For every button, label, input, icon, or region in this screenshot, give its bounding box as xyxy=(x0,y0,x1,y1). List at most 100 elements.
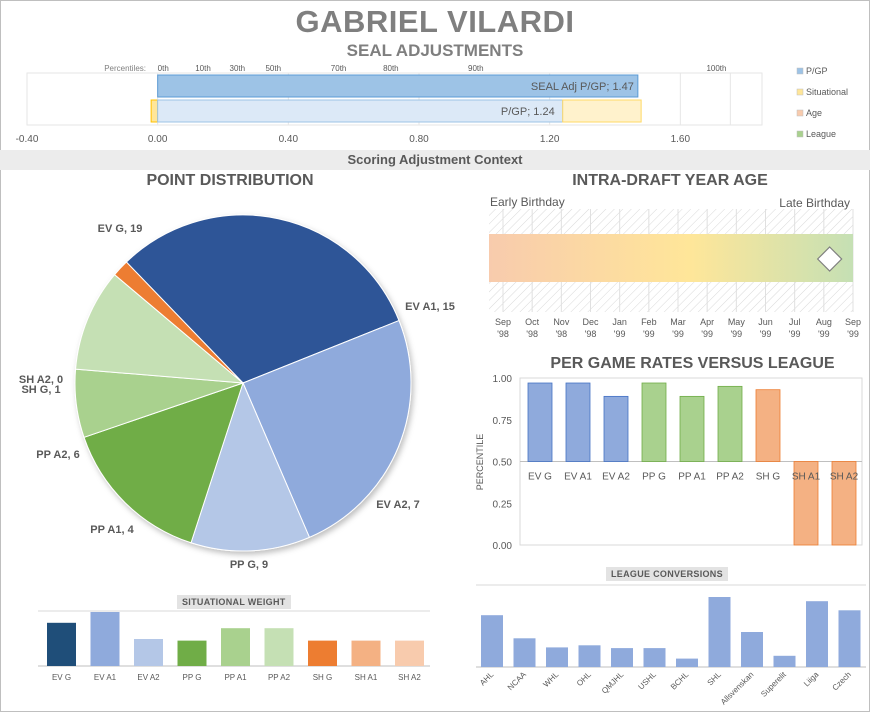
year-label: '98 xyxy=(585,329,597,339)
month-label: Dec xyxy=(582,317,599,327)
seal-axis-tick: 0.40 xyxy=(279,134,299,145)
lc-bar xyxy=(481,615,503,667)
lc-category-label: NCAA xyxy=(506,670,529,693)
per-game-rates-chart: 0.00 0.25 0.50 0.75 1.00 PERCENTILE EV G EV A1 E… xyxy=(475,374,863,552)
year-label: '99 xyxy=(672,329,684,339)
lc-category-label: Allsvenskan xyxy=(719,670,756,707)
percentile-mark: 80th xyxy=(383,64,399,73)
year-label: '99 xyxy=(847,329,859,339)
rates-category-label: EV A1 xyxy=(564,472,592,483)
month-label: Jul xyxy=(789,317,801,327)
sit-category-label: PP A1 xyxy=(224,673,247,682)
intra-draft-age-title: INTRA-DRAFT YEAR AGE xyxy=(572,172,768,189)
sit-bar xyxy=(221,628,250,666)
pie-slice xyxy=(75,273,245,384)
pie-slice-label: PP G, 9 xyxy=(230,559,268,571)
lc-category-label: QMJHL xyxy=(600,670,626,696)
legend-swatch xyxy=(796,67,804,75)
sit-bar xyxy=(47,622,76,666)
year-label: '99 xyxy=(789,329,801,339)
percentile-mark: 90th xyxy=(468,64,484,73)
sit-bar xyxy=(264,628,294,666)
sit-bar xyxy=(90,612,120,666)
sit-bar xyxy=(308,640,337,666)
lc-category-label: BCHL xyxy=(669,670,691,692)
sit-category-label: PP G xyxy=(183,673,202,682)
seal-adjustment-chart: Percentiles: 0th 10th 30th 50th 70th 80th 90th 1… xyxy=(16,64,848,145)
pie-group xyxy=(74,214,412,552)
rates-ytick: 0.50 xyxy=(493,458,513,469)
month-label: Sep xyxy=(845,317,861,327)
page-subtitle: SEAL ADJUSTMENTS xyxy=(346,41,524,60)
sit-category-label: EV A2 xyxy=(137,673,160,682)
lc-category-label: Liiga xyxy=(802,670,821,689)
month-label: Jun xyxy=(758,317,773,327)
percentile-mark: 10th xyxy=(195,64,211,73)
lc-bar xyxy=(806,601,828,667)
year-label: '99 xyxy=(730,329,742,339)
lc-bar xyxy=(773,655,796,667)
player-name-title: GABRIEL VILARDI xyxy=(295,4,575,39)
lc-category-label: OHL xyxy=(575,670,593,688)
seal-adj-bar xyxy=(157,74,639,98)
lc-bar xyxy=(611,648,633,667)
rates-ytick: 1.00 xyxy=(493,374,513,385)
year-label: '99 xyxy=(643,329,655,339)
pie-slice-label: PP A2, 6 xyxy=(36,449,79,461)
month-label: Sep xyxy=(495,317,511,327)
early-birthday-label: Early Birthday xyxy=(490,195,565,209)
lc-category-label: USHL xyxy=(636,670,658,692)
pie-slice-label: SH G, 1 xyxy=(21,384,60,396)
lc-bar xyxy=(546,647,568,667)
rates-ylabel: PERCENTILE xyxy=(475,434,485,491)
sit-category-label: SH A2 xyxy=(398,673,421,682)
seal-axis-tick: 1.20 xyxy=(540,134,560,145)
lc-bar xyxy=(838,610,861,667)
rates-bar xyxy=(717,385,743,462)
year-label: '98 xyxy=(497,329,509,339)
rates-category-label: EV G xyxy=(528,472,552,483)
lc-bar xyxy=(708,597,731,667)
lc-category-label: WHL xyxy=(541,670,560,689)
legend-label: P/GP xyxy=(806,66,828,76)
rates-bar xyxy=(755,389,781,462)
lc-bar xyxy=(643,648,666,667)
sit-category-label: EV A1 xyxy=(94,673,117,682)
lc-bar xyxy=(513,638,536,667)
rates-category-label: PP A2 xyxy=(716,472,744,483)
year-label: '98 xyxy=(526,329,538,339)
rates-bar xyxy=(793,461,819,546)
sit-category-label: PP A2 xyxy=(268,673,291,682)
section-band: Scoring Adjustment Context xyxy=(0,150,870,170)
lc-bar xyxy=(676,658,698,667)
month-label: Oct xyxy=(525,317,540,327)
lc-bar xyxy=(578,645,601,667)
sit-category-label: SH G xyxy=(313,673,333,682)
percentile-mark: 100th xyxy=(706,64,726,73)
pie-slice xyxy=(83,382,244,544)
late-birthday-label: Late Birthday xyxy=(779,196,850,210)
pie-slice-label: SH A2, 0 xyxy=(19,374,63,386)
month-label: Mar xyxy=(670,317,686,327)
year-label: '99 xyxy=(760,329,772,339)
situational-weight-title: SITUATIONAL WEIGHT xyxy=(177,595,291,609)
seal-axis-tick: -0.40 xyxy=(16,134,39,145)
rates-category-label: EV A2 xyxy=(602,472,630,483)
rates-bar xyxy=(679,395,705,462)
rates-ytick: 0.00 xyxy=(493,541,513,552)
age-gradient-band xyxy=(489,234,853,282)
rates-category-label: PP G xyxy=(642,472,666,483)
rates-bar xyxy=(565,382,591,462)
month-label: Jan xyxy=(612,317,627,327)
rates-category-label: SH A1 xyxy=(792,472,821,483)
legend-swatch xyxy=(796,88,804,96)
rates-bar xyxy=(603,395,629,462)
rates-ytick: 0.25 xyxy=(493,499,513,510)
month-label: Feb xyxy=(641,317,657,327)
percentile-mark: 30th xyxy=(230,64,246,73)
pie-slice xyxy=(113,261,244,384)
rates-category-label: SH A2 xyxy=(830,472,859,483)
year-label: '99 xyxy=(701,329,713,339)
legend-swatch xyxy=(796,130,804,138)
lc-category-label: Czech xyxy=(831,670,853,692)
